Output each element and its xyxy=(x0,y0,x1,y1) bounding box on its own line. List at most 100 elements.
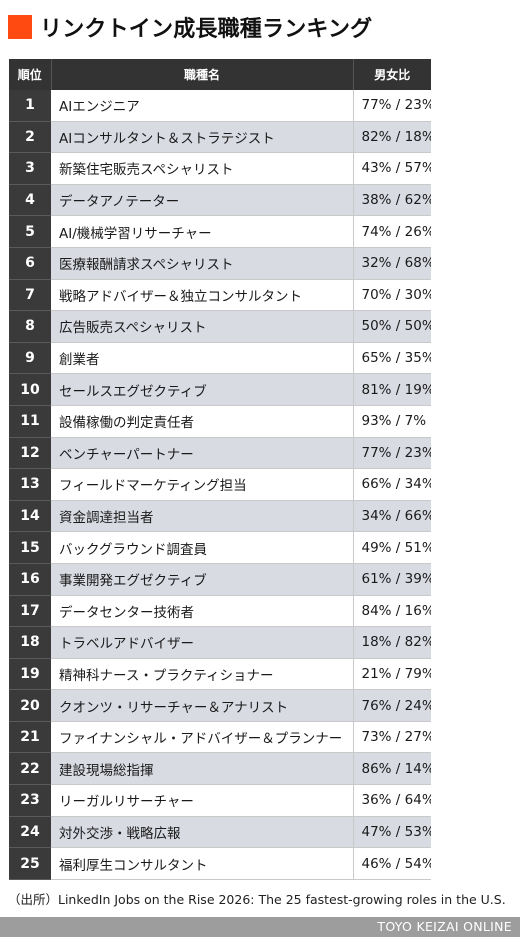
rank-cell: 13 xyxy=(9,468,51,501)
gender-ratio-cell: 74% / 26% xyxy=(353,215,431,248)
gender-ratio-cell: 34% / 66% xyxy=(353,500,431,533)
table-row: 25 福利厚生コンサルタント 46% / 54% xyxy=(9,847,431,880)
rank-cell: 6 xyxy=(9,247,51,280)
table-row: 7 戦略アドバイザー＆独立コンサルタント 70% / 30% xyxy=(9,279,431,312)
gender-ratio-cell: 73% / 27% xyxy=(353,721,431,754)
footer-brand: TOYO KEIZAI ONLINE xyxy=(377,919,512,934)
role-cell: 設備稼働の判定責任者 xyxy=(51,405,354,438)
table-body: 1 AIエンジニア 77% / 23% 2 AIコンサルタント＆ストラテジスト 82% /… xyxy=(9,90,431,880)
rank-cell: 18 xyxy=(9,626,51,659)
footer-bar: TOYO KEIZAI ONLINE xyxy=(0,917,520,937)
table-row: 9 創業者 65% / 35% xyxy=(9,342,431,375)
table-row: 23 リーガルリサーチャー 36% / 64% xyxy=(9,784,431,817)
table-row: 5 AI/機械学習リサーチャー 74% / 26% xyxy=(9,215,431,248)
gender-ratio-cell: 82% / 18% xyxy=(353,121,431,154)
role-cell: 対外交渉・戦略広報 xyxy=(51,816,354,849)
rank-cell: 15 xyxy=(9,531,51,564)
gender-ratio-cell: 38% / 62% xyxy=(353,184,431,217)
rank-cell: 7 xyxy=(9,279,51,312)
role-cell: リーガルリサーチャー xyxy=(51,784,354,817)
gender-ratio-cell: 36% / 64% xyxy=(353,784,431,817)
table-row: 8 広告販売スペシャリスト 50% / 50% xyxy=(9,310,431,343)
rank-cell: 2 xyxy=(9,121,51,154)
rank-cell: 17 xyxy=(9,595,51,628)
table-row: 13 フィールドマーケティング担当 66% / 34% xyxy=(9,468,431,501)
gender-ratio-cell: 70% / 30% xyxy=(353,279,431,312)
role-cell: 福利厚生コンサルタント xyxy=(51,847,354,880)
role-cell: ファイナンシャル・アドバイザー＆プランナー xyxy=(51,721,354,754)
role-cell: 資金調達担当者 xyxy=(51,500,354,533)
rank-cell: 23 xyxy=(9,784,51,817)
table-row: 21 ファイナンシャル・アドバイザー＆プランナー 73% / 27% xyxy=(9,721,431,754)
rank-cell: 21 xyxy=(9,721,51,754)
title-square-icon xyxy=(8,15,32,39)
table-row: 15 バックグラウンド調査員 49% / 51% xyxy=(9,531,431,564)
header-role: 職種名 xyxy=(51,59,354,90)
role-cell: AIエンジニア xyxy=(51,90,354,122)
gender-ratio-cell: 18% / 82% xyxy=(353,626,431,659)
gender-ratio-cell: 50% / 50% xyxy=(353,310,431,343)
table-row: 1 AIエンジニア 77% / 23% xyxy=(9,90,431,122)
gender-ratio-cell: 61% / 39% xyxy=(353,563,431,596)
title-block: リンクトイン成長職種ランキング xyxy=(8,10,372,44)
table-row: 19 精神科ナース・プラクティショナー 21% / 79% xyxy=(9,658,431,691)
rank-cell: 20 xyxy=(9,689,51,722)
role-cell: ベンチャーパートナー xyxy=(51,437,354,470)
role-cell: 医療報酬請求スペシャリスト xyxy=(51,247,354,280)
rank-cell: 9 xyxy=(9,342,51,375)
rank-cell: 12 xyxy=(9,437,51,470)
table-row: 17 データセンター技術者 84% / 16% xyxy=(9,595,431,628)
table-row: 10 セールスエグゼクティブ 81% / 19% xyxy=(9,373,431,406)
gender-ratio-cell: 43% / 57% xyxy=(353,152,431,185)
role-cell: 建設現場総指揮 xyxy=(51,752,354,786)
gender-ratio-cell: 93% / 7% xyxy=(353,405,431,438)
gender-ratio-cell: 21% / 79% xyxy=(353,658,431,691)
gender-ratio-cell: 66% / 34% xyxy=(353,468,431,501)
rank-cell: 4 xyxy=(9,184,51,217)
gender-ratio-cell: 81% / 19% xyxy=(353,373,431,406)
table-row: 2 AIコンサルタント＆ストラテジスト 82% / 18% xyxy=(9,121,431,154)
role-cell: フィールドマーケティング担当 xyxy=(51,468,354,501)
page-title: リンクトイン成長職種ランキング xyxy=(40,17,373,42)
gender-ratio-cell: 32% / 68% xyxy=(353,247,431,280)
gender-ratio-cell: 47% / 53% xyxy=(353,816,431,849)
role-cell: 事業開発エグゼクティブ xyxy=(51,563,354,596)
rank-cell: 8 xyxy=(9,310,51,343)
role-cell: バックグラウンド調査員 xyxy=(51,531,354,564)
rank-cell: 22 xyxy=(9,752,51,786)
rank-cell: 19 xyxy=(9,658,51,691)
table-row: 6 医療報酬請求スペシャリスト 32% / 68% xyxy=(9,247,431,280)
role-cell: AIコンサルタント＆ストラテジスト xyxy=(51,121,354,154)
gender-ratio-cell: 77% / 23% xyxy=(353,90,431,122)
table-row: 12 ベンチャーパートナー 77% / 23% xyxy=(9,437,431,470)
table-row: 18 トラベルアドバイザー 18% / 82% xyxy=(9,626,431,659)
role-cell: クオンツ・リサーチャー＆アナリスト xyxy=(51,689,354,722)
rank-cell: 16 xyxy=(9,563,51,596)
table-row: 16 事業開発エグゼクティブ 61% / 39% xyxy=(9,563,431,596)
rank-cell: 5 xyxy=(9,215,51,248)
table-row: 11 設備稼働の判定責任者 93% / 7% xyxy=(9,405,431,438)
table-row: 4 データアノテーター 38% / 62% xyxy=(9,184,431,217)
gender-ratio-cell: 46% / 54% xyxy=(353,847,431,880)
role-cell: AI/機械学習リサーチャー xyxy=(51,215,354,248)
role-cell: データセンター技術者 xyxy=(51,595,354,628)
table-row: 3 新築住宅販売スペシャリスト 43% / 57% xyxy=(9,152,431,185)
role-cell: 広告販売スペシャリスト xyxy=(51,310,354,343)
role-cell: データアノテーター xyxy=(51,184,354,217)
header-ratio: 男女比 xyxy=(353,59,431,90)
table-row: 24 対外交渉・戦略広報 47% / 53% xyxy=(9,816,431,849)
table-row: 20 クオンツ・リサーチャー＆アナリスト 76% / 24% xyxy=(9,689,431,722)
role-cell: セールスエグゼクティブ xyxy=(51,373,354,406)
gender-ratio-cell: 84% / 16% xyxy=(353,595,431,628)
rank-cell: 25 xyxy=(9,847,51,880)
role-cell: 戦略アドバイザー＆独立コンサルタント xyxy=(51,279,354,312)
gender-ratio-cell: 65% / 35% xyxy=(353,342,431,375)
rank-cell: 11 xyxy=(9,405,51,438)
gender-ratio-cell: 86% / 14% xyxy=(353,752,431,786)
gender-ratio-cell: 49% / 51% xyxy=(353,531,431,564)
rank-cell: 1 xyxy=(9,90,51,122)
table-header-row: 順位 職種名 男女比 xyxy=(9,59,431,90)
ranking-table: 順位 職種名 男女比 1 AIエンジニア 77% / 23% 2 AIコンサルタント＆ス… xyxy=(9,59,431,880)
role-cell: 新築住宅販売スペシャリスト xyxy=(51,152,354,185)
role-cell: 精神科ナース・プラクティショナー xyxy=(51,658,354,691)
